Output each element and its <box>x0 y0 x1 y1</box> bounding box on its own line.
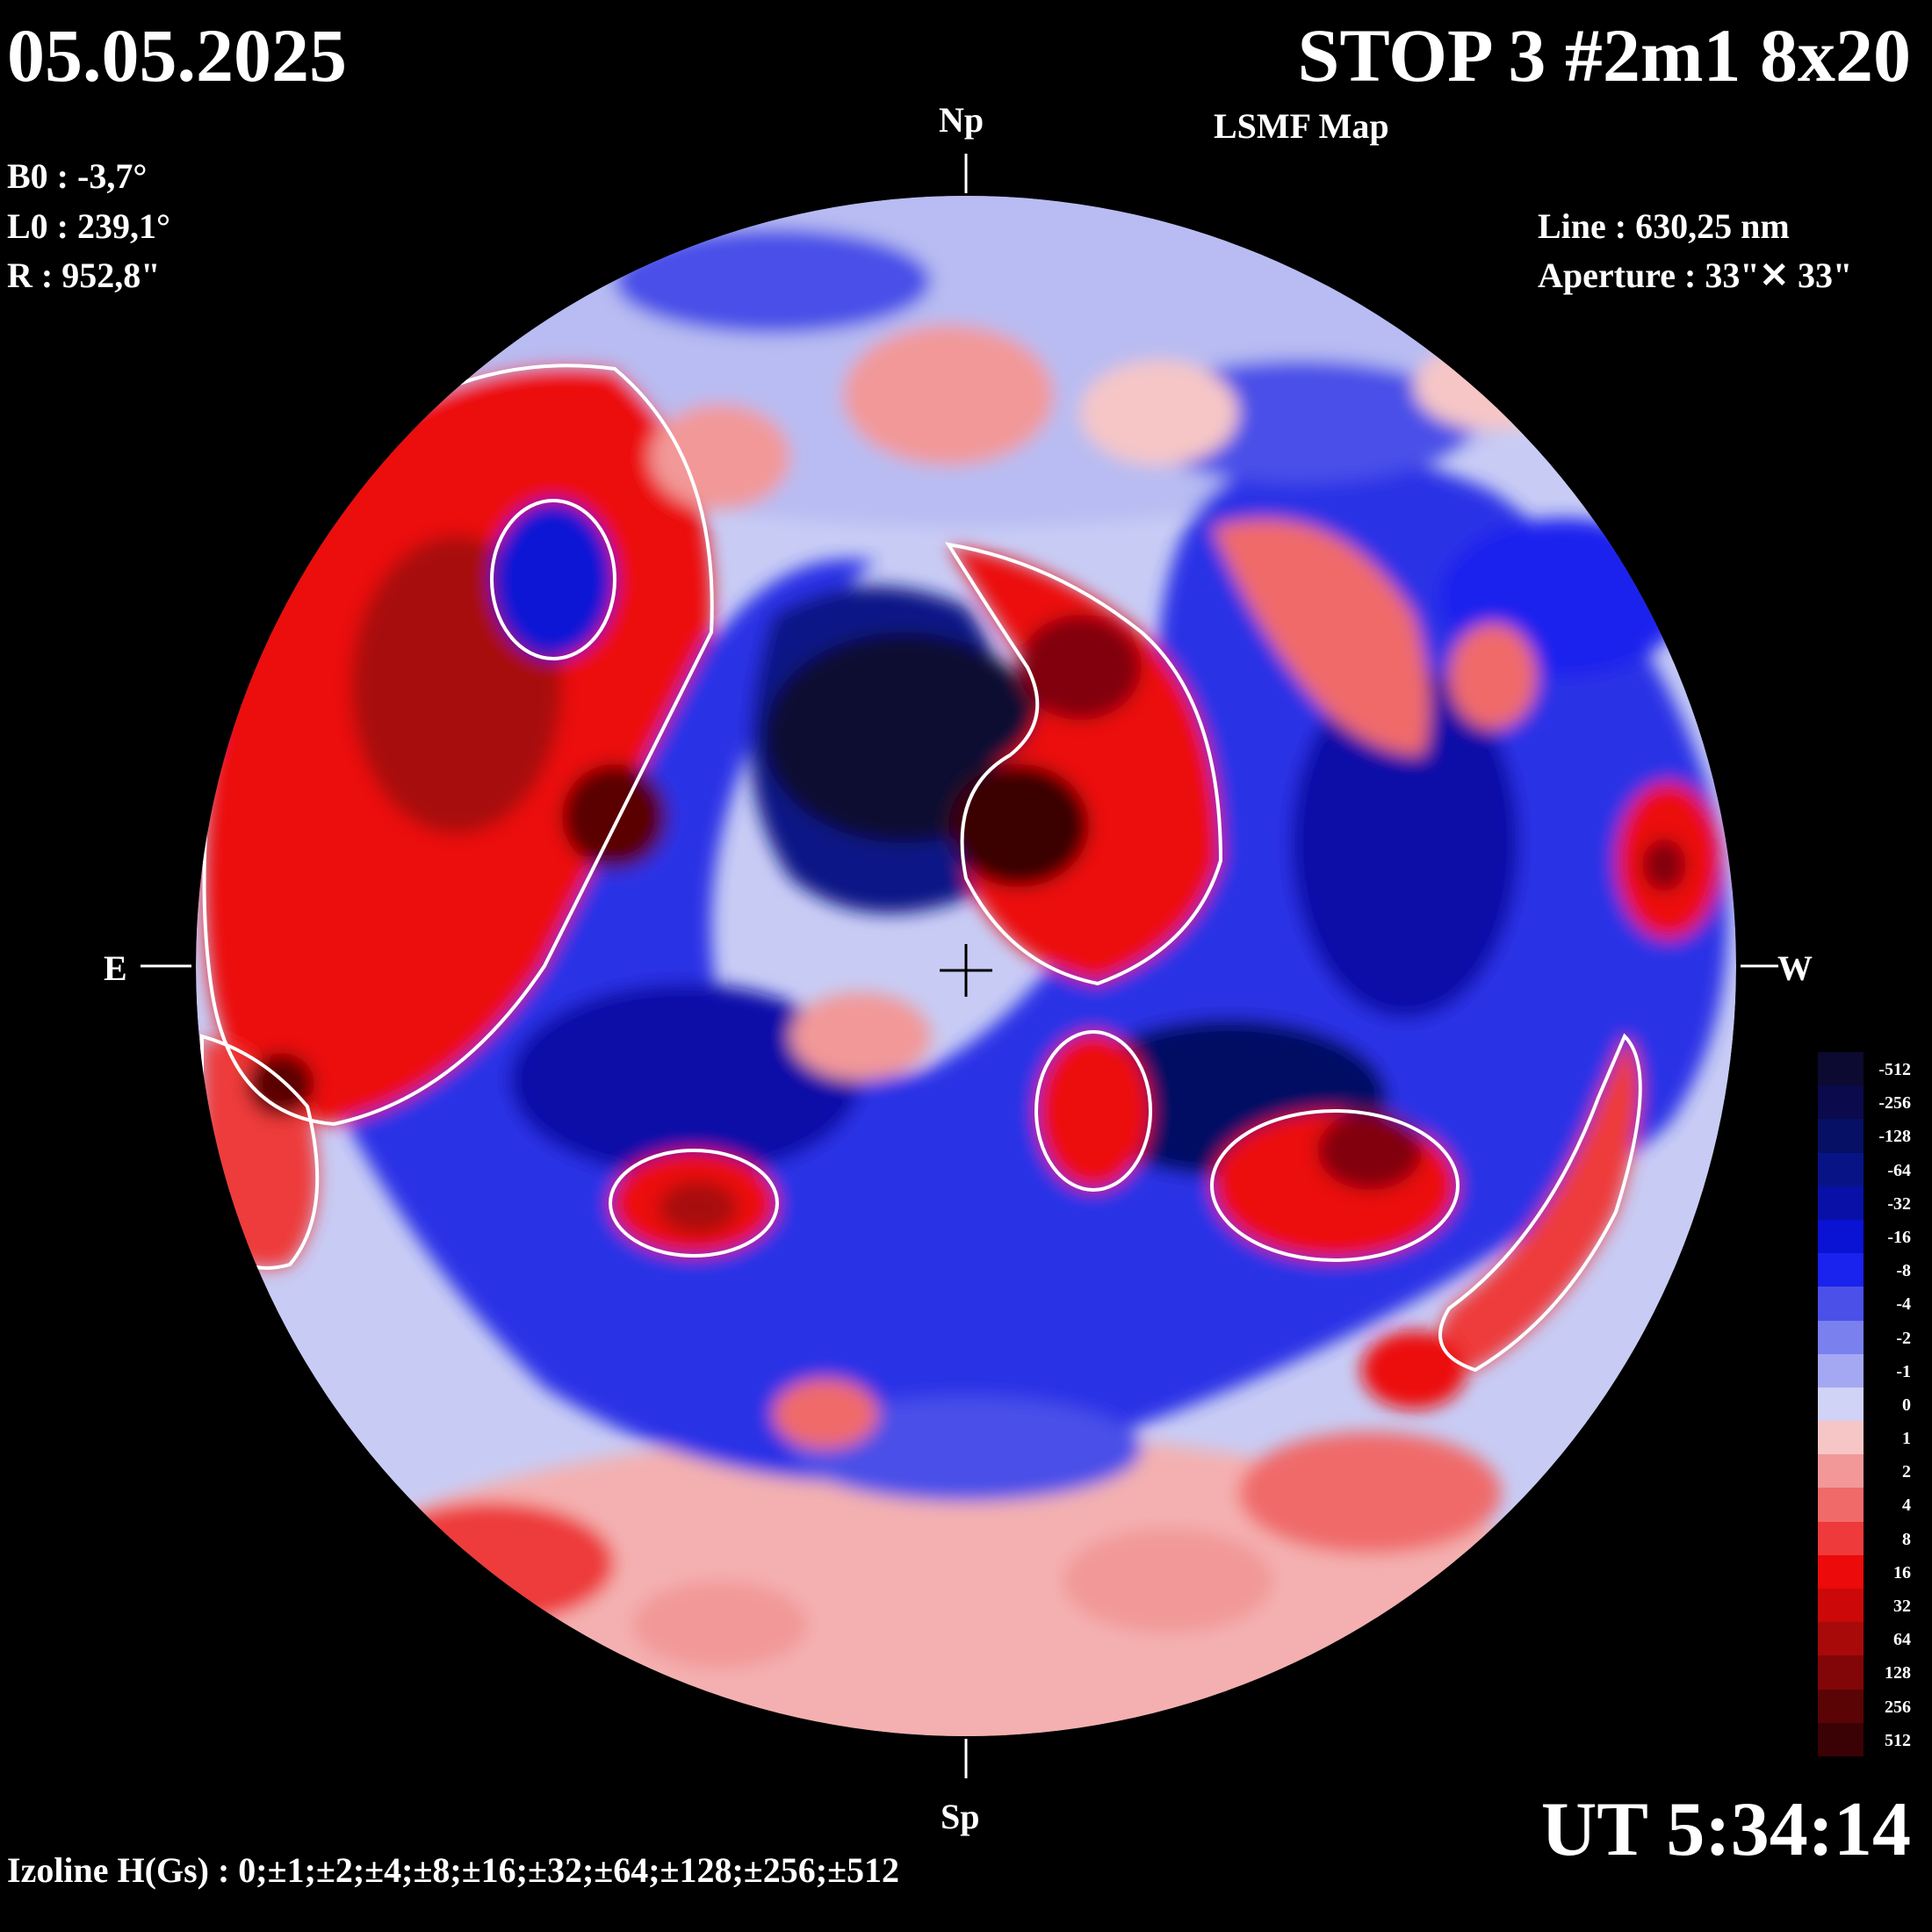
colorbar-label: -256 <box>1878 1093 1911 1114</box>
colorbar-swatch <box>1818 1152 1864 1186</box>
observation-date: 05.05.2025 <box>7 13 347 97</box>
colorbar-swatch <box>1818 1320 1864 1354</box>
colorbar-label: -1 <box>1896 1361 1911 1381</box>
colorbar-label: -8 <box>1896 1261 1911 1281</box>
colorbar-label: -512 <box>1878 1060 1911 1079</box>
colorbar-step: 4 <box>1818 1488 1916 1522</box>
colorbar-label: -4 <box>1896 1294 1911 1315</box>
colorbar-label: 256 <box>1885 1697 1911 1717</box>
zero-isolines <box>200 364 1642 1373</box>
colorbar-step: -32 <box>1818 1186 1916 1220</box>
colorbar-step: -16 <box>1818 1219 1916 1254</box>
colorbar-swatch <box>1818 1119 1864 1153</box>
east-label: E <box>104 948 127 988</box>
colorbar-label: 8 <box>1902 1529 1911 1549</box>
colorbar-step: 0 <box>1818 1387 1916 1422</box>
north-pole-label: Np <box>939 100 984 140</box>
colorbar-step: -512 <box>1818 1052 1916 1086</box>
colorbar-swatch <box>1818 1052 1864 1086</box>
colorbar-label: -16 <box>1887 1227 1911 1247</box>
colorbar-step: 2 <box>1818 1454 1916 1489</box>
colorbar-label: -32 <box>1887 1193 1911 1214</box>
disk-center-cross <box>940 944 992 997</box>
colorbar-step: 64 <box>1818 1622 1916 1656</box>
colorbar-step: -2 <box>1818 1320 1916 1354</box>
colorbar-step: 256 <box>1818 1689 1916 1723</box>
colorbar-swatch <box>1818 1387 1864 1422</box>
colorbar-swatch <box>1818 1521 1864 1555</box>
colorbar-label: 0 <box>1902 1395 1911 1415</box>
colorbar-step: 32 <box>1818 1589 1916 1623</box>
colorbar-label: -128 <box>1878 1127 1911 1147</box>
colorbar-label: 1 <box>1902 1429 1911 1449</box>
colorbar-step: 16 <box>1818 1554 1916 1590</box>
colorbar-swatch <box>1818 1622 1864 1656</box>
colorbar-step: -4 <box>1818 1287 1916 1321</box>
l0-value: L0 : 239,1° <box>7 206 170 246</box>
colorbar-step: 8 <box>1818 1521 1916 1555</box>
radius-value: R : 952,8" <box>7 256 161 295</box>
colorbar-swatch <box>1818 1353 1864 1388</box>
colorbar-step: 128 <box>1818 1655 1916 1690</box>
colorbar-swatch <box>1818 1253 1864 1287</box>
colorbar-step: 512 <box>1818 1722 1916 1756</box>
aperture-value: Aperture : 33"✕ 33" <box>1538 256 1853 295</box>
colorbar-step: -8 <box>1818 1253 1916 1287</box>
colorbar-swatch <box>1818 1186 1864 1220</box>
field-strength-colorbar: -512 -256 -128 -64 -32 -16 -8 -4 -2 -1 0 1 2 4 8 16 32 64… <box>1818 1052 1916 1756</box>
colorbar-label: 64 <box>1893 1630 1911 1650</box>
colorbar-label: 2 <box>1902 1462 1911 1482</box>
colorbar-swatch <box>1818 1488 1864 1522</box>
colorbar-label: 4 <box>1902 1496 1911 1516</box>
colorbar-swatch <box>1818 1421 1864 1455</box>
colorbar-label: -64 <box>1887 1160 1911 1180</box>
south-pole-label: Sp <box>941 1797 980 1836</box>
orientation-ticks <box>141 154 1778 1778</box>
colorbar-label: 16 <box>1893 1562 1911 1582</box>
west-label: W <box>1777 948 1813 988</box>
colorbar-label: 32 <box>1893 1597 1911 1617</box>
colorbar-step: -128 <box>1818 1119 1916 1153</box>
map-subtitle: LSMF Map <box>1214 106 1389 146</box>
colorbar-label: 512 <box>1885 1730 1911 1750</box>
colorbar-step: -256 <box>1818 1085 1916 1120</box>
isoline-levels: Izoline H(Gs) : 0;±1;±2;±4;±8;±16;±32;±6… <box>7 1850 900 1890</box>
colorbar-step: -1 <box>1818 1353 1916 1388</box>
b0-value: B0 : -3,7° <box>7 156 148 196</box>
universal-time: UT 5:34:14 <box>1540 1787 1911 1872</box>
colorbar-swatch <box>1818 1219 1864 1254</box>
colorbar-swatch <box>1818 1689 1864 1723</box>
colorbar-step: 1 <box>1818 1421 1916 1455</box>
colorbar-swatch <box>1818 1655 1864 1690</box>
colorbar-swatch <box>1818 1589 1864 1623</box>
colorbar-swatch <box>1818 1454 1864 1489</box>
colorbar-step: -64 <box>1818 1152 1916 1186</box>
colorbar-swatch <box>1818 1554 1864 1590</box>
colorbar-swatch <box>1818 1085 1864 1120</box>
colorbar-label: -2 <box>1896 1328 1911 1348</box>
colorbar-label: 128 <box>1885 1663 1911 1683</box>
colorbar-swatch <box>1818 1287 1864 1321</box>
spectral-line-value: Line : 630,25 nm <box>1538 206 1790 246</box>
colorbar-swatch <box>1818 1722 1864 1756</box>
map-title: STOP 3 #2m1 8x20 <box>1297 13 1911 97</box>
